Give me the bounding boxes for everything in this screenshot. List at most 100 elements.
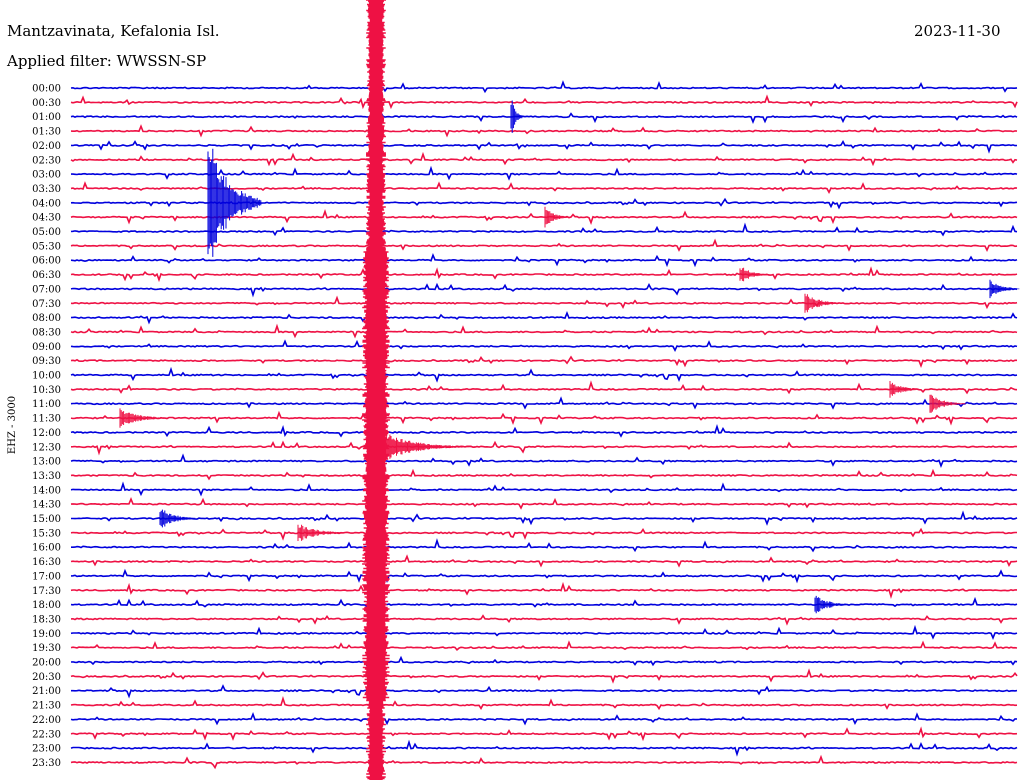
trace-line: [70, 380, 1018, 395]
event-burst: [119, 408, 168, 428]
trace-line: [70, 355, 1017, 369]
event-burst: [989, 279, 1020, 299]
time-label: 02:00: [32, 141, 61, 152]
time-label: 03:30: [32, 184, 61, 195]
time-label: 13:30: [32, 471, 61, 482]
event-burst: [814, 595, 851, 614]
trace-line: [70, 423, 1018, 438]
trace-line: [70, 554, 1018, 568]
event-burst: [929, 394, 966, 413]
trace-line: [70, 323, 1018, 339]
filter-label: Applied filter: WWSSN-SP: [7, 52, 207, 70]
time-label: 05:00: [32, 227, 61, 238]
trace-line: [70, 440, 1018, 456]
time-label: 06:00: [32, 256, 61, 267]
time-label: 18:30: [32, 614, 61, 625]
time-label: 19:30: [32, 643, 61, 654]
trace-line: [70, 80, 1018, 94]
trace-line: [71, 510, 1018, 526]
earthquake-burst: [362, 0, 479, 780]
time-label: 23:00: [32, 744, 61, 755]
trace-line: [70, 754, 1018, 770]
event-burst: [739, 267, 770, 282]
time-label: 08:00: [32, 313, 61, 324]
event-burst: [510, 100, 523, 133]
trace-line: [70, 468, 1018, 481]
earthquake-column: [362, 0, 390, 780]
trace-line: [70, 266, 1018, 283]
time-label: 21:30: [32, 701, 61, 712]
time-label: 10:30: [32, 385, 61, 396]
trace-line: [70, 410, 1018, 426]
trace-line: [70, 624, 1018, 640]
record-date: 2023-11-30: [914, 22, 1001, 40]
time-label: 17:00: [32, 571, 61, 582]
trace-line: [70, 481, 1018, 497]
earthquake-coda: [379, 429, 479, 464]
time-label: 15:30: [32, 528, 61, 539]
trace-line: [70, 668, 1018, 684]
event-burst: [207, 148, 262, 257]
time-label: 07:00: [32, 284, 61, 295]
trace-line: [70, 139, 1018, 154]
time-label: 00:30: [32, 98, 61, 109]
time-label: 23:30: [32, 758, 61, 769]
time-label: 07:30: [32, 299, 61, 310]
trace-line: [70, 640, 1018, 652]
time-label: 13:00: [32, 457, 61, 468]
time-label: 14:30: [32, 500, 61, 511]
trace-line: [71, 684, 1018, 699]
trace-line: [70, 282, 1018, 298]
trace-line: [70, 739, 1018, 757]
trace-line: [70, 396, 1018, 410]
trace-line: [70, 596, 1018, 612]
time-label: 20:00: [32, 658, 61, 669]
time-label: 12:30: [32, 442, 61, 453]
trace-line: [70, 497, 1018, 510]
trace-line: [70, 366, 1018, 383]
channel-label: EHZ - 3000: [7, 396, 18, 454]
trace-line: [70, 568, 1018, 584]
trace-line: [70, 124, 1018, 138]
trace-line: [70, 253, 1018, 268]
event-burst: [804, 293, 841, 313]
trace-line: [70, 208, 1018, 226]
time-label: 21:00: [32, 686, 61, 697]
time-label: 22:30: [32, 729, 61, 740]
trace-line: [70, 711, 1018, 726]
time-label: 12:00: [32, 428, 61, 439]
event-burst: [544, 206, 569, 228]
time-label: 01:00: [32, 112, 61, 123]
time-label: 06:30: [32, 270, 61, 281]
time-label: 01:30: [32, 127, 61, 138]
time-label: 22:00: [32, 715, 61, 726]
time-label: 19:00: [32, 629, 61, 640]
time-label: 09:30: [32, 356, 61, 367]
trace-line: [70, 695, 1018, 711]
time-label: 03:00: [32, 170, 61, 181]
trace-line: [70, 614, 1017, 626]
time-labels: 00:00 00:30 01:00 01:30 02:00 02:30 03:00 03:30…: [32, 84, 61, 769]
trace-line: [70, 526, 1017, 541]
time-label: 11:30: [32, 414, 61, 425]
trace-lines: [70, 80, 1020, 770]
trace-line: [70, 310, 1018, 325]
time-label: 11:00: [32, 399, 61, 410]
trace-line: [70, 339, 1018, 352]
time-label: 10:00: [32, 371, 61, 382]
trace-line: [70, 222, 1018, 237]
event-burst: [889, 381, 920, 398]
time-label: 09:00: [32, 342, 61, 353]
time-label: 08:30: [32, 327, 61, 338]
time-label: 18:00: [32, 600, 61, 611]
time-label: 04:00: [32, 198, 61, 209]
time-label: 16:30: [32, 557, 61, 568]
trace-line: [70, 111, 1018, 125]
time-label: 17:30: [32, 586, 61, 597]
time-label: 14:00: [32, 485, 61, 496]
trace-line: [71, 165, 1018, 181]
station-title: Mantzavinata, Kefalonia Isl.: [7, 22, 220, 40]
trace-line: [71, 538, 1017, 553]
